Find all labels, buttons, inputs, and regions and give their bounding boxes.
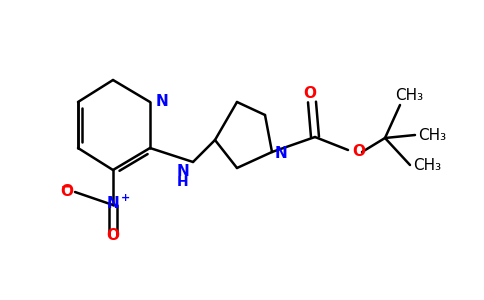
Text: O: O xyxy=(106,227,120,242)
Text: −: − xyxy=(61,181,72,194)
Text: N: N xyxy=(156,94,169,110)
Text: O: O xyxy=(60,184,73,200)
Text: N: N xyxy=(177,164,189,179)
Text: CH₃: CH₃ xyxy=(395,88,423,103)
Text: CH₃: CH₃ xyxy=(418,128,446,142)
Text: H: H xyxy=(177,175,189,189)
Text: O: O xyxy=(303,86,317,101)
Text: N: N xyxy=(275,146,288,161)
Text: O: O xyxy=(352,145,365,160)
Text: +: + xyxy=(121,193,130,203)
Text: CH₃: CH₃ xyxy=(413,158,441,172)
Text: N: N xyxy=(106,196,120,211)
